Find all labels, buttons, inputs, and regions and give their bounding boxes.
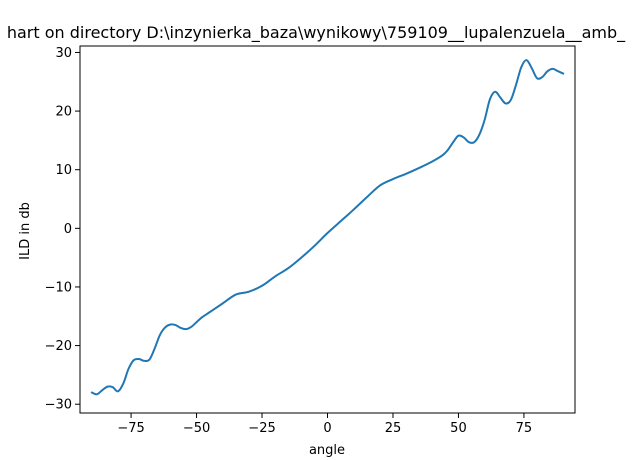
x-tick-label: 75 bbox=[516, 421, 533, 436]
y-tick-label: −20 bbox=[45, 339, 72, 354]
x-tick-label: −75 bbox=[117, 421, 144, 436]
x-axis: −75 −50 −25 0 25 50 75 bbox=[117, 413, 532, 436]
y-tick-label: 0 bbox=[64, 222, 72, 237]
y-axis: −30 −20 −10 0 10 20 30 bbox=[45, 46, 80, 413]
y-axis-label: ILD in db bbox=[18, 202, 33, 260]
x-tick-label: 50 bbox=[450, 421, 467, 436]
y-tick-label: 20 bbox=[55, 105, 72, 120]
x-tick-label: −25 bbox=[248, 421, 275, 436]
x-tick-label: −50 bbox=[183, 421, 210, 436]
x-tick-label: 0 bbox=[323, 421, 331, 436]
y-tick-label: −30 bbox=[45, 398, 72, 413]
series-line-0 bbox=[90, 59, 565, 396]
series-layer bbox=[90, 59, 565, 396]
chart-title: hart on directory D:\inzynierka_baza\wyn… bbox=[7, 23, 626, 43]
y-tick-label: 30 bbox=[55, 46, 72, 61]
x-axis-label: angle bbox=[309, 443, 345, 458]
y-tick-label: 10 bbox=[55, 163, 72, 178]
y-tick-label: −10 bbox=[45, 280, 72, 295]
x-tick-label: 25 bbox=[385, 421, 402, 436]
